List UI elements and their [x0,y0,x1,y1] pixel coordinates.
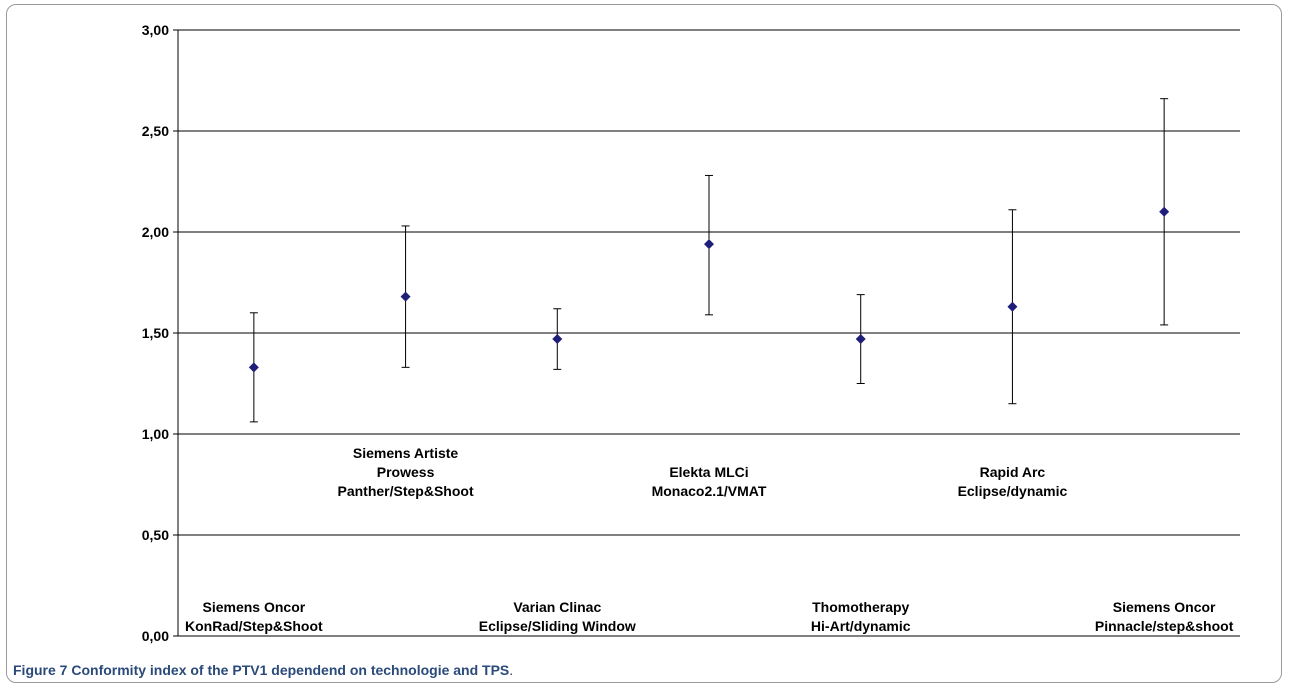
x-category-label: Varian Clinac Eclipse/Sliding Window [479,599,636,634]
data-point [1007,301,1018,312]
x-category-labels: Siemens Oncor KonRad/Step&Shoot Siemens Ar… [185,445,1234,634]
x-category-label: Rapid Arc Eclipse/dynamic [958,464,1068,499]
figure-caption: Figure 7 Conformity index of the PTV1 de… [13,662,513,678]
data-point [855,334,866,345]
caption-label: Figure 7 [13,662,68,678]
y-axis: 0,00 0,50 1,00 1,50 2,00 2,50 3,00 [142,22,179,644]
y-tick-label: 1,00 [142,426,169,442]
y-tick-label: 1,50 [142,325,169,341]
x-category-label-line: Pinnacle/step&shoot [1095,618,1234,634]
x-category-label-line: Varian Clinac [513,599,601,615]
x-category-label: Siemens Artiste Prowess Panther/Step&Shoot [338,445,474,499]
x-category-label-line: Eclipse/dynamic [958,483,1068,499]
data-point [248,362,259,373]
x-category-label: Elekta MLCi Monaco2.1/VMAT [652,464,767,499]
data-point [400,291,411,302]
y-tick-label: 2,50 [142,123,169,139]
grid-lines [178,29,1240,637]
x-category-label-line: Thomotherapy [812,599,909,615]
data-marks [248,98,1170,423]
y-tick-label: 2,00 [142,224,169,240]
x-category-label: Siemens Oncor Pinnacle/step&shoot [1095,599,1234,634]
x-category-label-line: Siemens Artiste [353,445,459,461]
x-category-label-line: Elekta MLCi [669,464,748,480]
caption-text: Conformity index of the PTV1 dependend o… [71,662,510,678]
x-category-label: Thomotherapy Hi-Art/dynamic [811,599,911,634]
y-tick-label: 0,00 [142,628,169,644]
x-category-label-line: KonRad/Step&Shoot [185,618,323,634]
data-point [1159,206,1170,217]
x-category-label: Siemens Oncor KonRad/Step&Shoot [185,599,323,634]
x-category-label-line: Siemens Oncor [203,599,306,615]
data-point [552,334,563,345]
x-category-label-line: Monaco2.1/VMAT [652,483,767,499]
x-category-label-line: Panther/Step&Shoot [338,483,474,499]
x-category-label-line: Siemens Oncor [1113,599,1216,615]
figure-frame [6,4,1282,683]
y-tick-label: 3,00 [142,22,169,38]
caption-end: . [509,662,514,678]
conformity-index-chart: 0,00 0,50 1,00 1,50 2,00 2,50 3,00 Siemens Onc… [142,22,1240,644]
x-category-label-line: Eclipse/Sliding Window [479,618,636,634]
x-category-label-line: Hi-Art/dynamic [811,618,911,634]
x-category-label-line: Rapid Arc [980,464,1046,480]
y-tick-label: 0,50 [142,527,169,543]
data-point [704,239,714,250]
x-category-label-line: Prowess [377,464,435,480]
